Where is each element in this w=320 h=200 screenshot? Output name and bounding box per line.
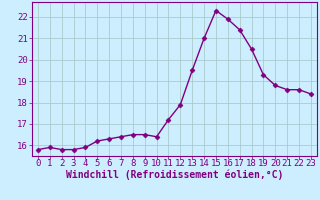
X-axis label: Windchill (Refroidissement éolien,°C): Windchill (Refroidissement éolien,°C) — [66, 169, 283, 180]
